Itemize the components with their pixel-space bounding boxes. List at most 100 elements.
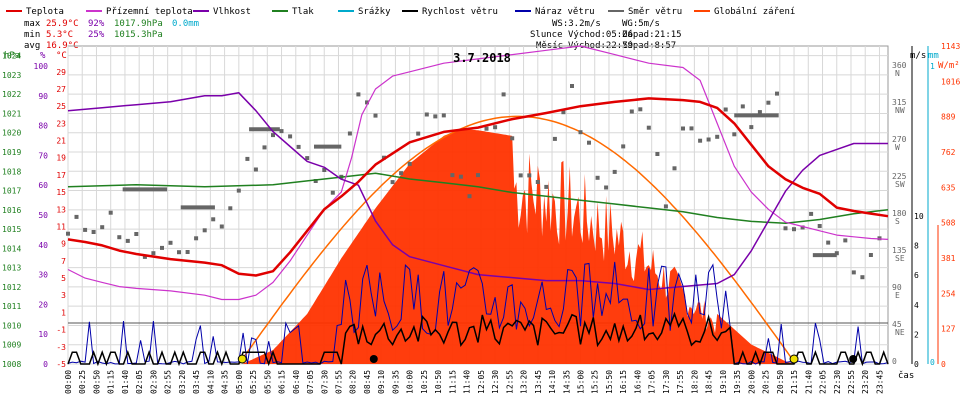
- stat-min-hum: 25%: [88, 30, 105, 40]
- wind-direction-point: [493, 125, 498, 130]
- radiation-tick-label: 508: [941, 219, 956, 228]
- x-tick-label: 09:10: [377, 370, 386, 394]
- wind-direction-point: [655, 152, 660, 156]
- x-tick-label: 19:10: [719, 370, 728, 394]
- pressure-tick-label: 1017: [2, 187, 21, 196]
- x-tick-label: 08:45: [363, 370, 372, 394]
- temperature-tick-label: -1: [56, 326, 66, 335]
- wind-dir-tick-label: 225: [892, 172, 907, 181]
- pressure-tick-label: 1015: [2, 225, 21, 234]
- wind-direction-point: [621, 144, 626, 149]
- pressure-tick-label: 1014: [2, 244, 21, 253]
- radiation-tick-label: 127: [941, 325, 956, 334]
- wind-direction-point: [843, 238, 848, 243]
- wind-direction-point: [484, 126, 489, 131]
- moonrise-marker: [849, 355, 858, 363]
- wind-direction-point: [117, 235, 122, 240]
- legend-label: Tlak: [292, 7, 314, 17]
- stat-max-press: 1017.9hPa: [114, 19, 163, 29]
- temperature-tick-label: -3: [56, 343, 66, 352]
- axis-unit-pct: %: [40, 51, 46, 61]
- x-tick-label: 09:35: [391, 370, 400, 394]
- wind-direction-point: [467, 194, 472, 199]
- pressure-tick-label: 1023: [2, 71, 21, 80]
- wind-direction-point: [66, 231, 70, 236]
- chart-date: 3.7.2018: [453, 51, 511, 65]
- temperature-tick-label: 9: [61, 240, 66, 249]
- moonset-marker: [369, 355, 378, 363]
- wind-direction-point: [390, 180, 395, 185]
- wind-direction-point: [151, 251, 156, 256]
- wind-direction-point: [783, 226, 788, 231]
- wind-direction-point: [535, 180, 540, 184]
- temperature-tick-label: 29: [56, 68, 66, 77]
- wind-direction-point: [424, 112, 429, 117]
- x-tick-label: 08:20: [349, 370, 358, 394]
- x-tick-label: 20:00: [747, 370, 756, 394]
- wind-direction-point: [228, 206, 233, 211]
- pressure-tick-label: 1018: [2, 167, 21, 176]
- wind-direction-point: [279, 129, 284, 134]
- x-tick-label: 16:15: [619, 370, 628, 394]
- x-tick-label: 17:30: [662, 370, 671, 394]
- wind-direction-point: [792, 227, 796, 232]
- wind-direction-point: [646, 125, 651, 130]
- legend-label: Přízemní teplota: [106, 7, 193, 17]
- wind-direction-point: [245, 156, 250, 161]
- pressure-tick-label: 1012: [2, 283, 21, 292]
- pressure-tick-label: 1021: [2, 109, 21, 118]
- x-tick-label: 18:45: [705, 370, 714, 394]
- x-tick-label: 11:40: [463, 370, 472, 394]
- pressure-tick-label: 1022: [2, 90, 21, 99]
- x-tick-label: 01:15: [107, 370, 116, 394]
- wind-direction-point: [578, 130, 583, 135]
- axis-unit-degc: °C: [56, 51, 67, 61]
- wind-dir-tick-label: 360: [892, 61, 907, 70]
- wind-direction-point: [271, 133, 275, 138]
- x-tick-label: 05:00: [235, 370, 244, 394]
- wind-direction-point: [595, 175, 600, 180]
- temperature-tick-label: 11: [56, 222, 66, 231]
- wind-direction-point: [510, 136, 515, 141]
- wind-dir-compass-label: SE: [895, 254, 905, 263]
- axis-unit-hpa: hPa: [4, 51, 20, 61]
- stat-avg-label: avg: [24, 41, 40, 51]
- wind-direction-point: [877, 236, 882, 241]
- x-tick-label: 10:00: [406, 370, 415, 394]
- grid: 00:00 00:25 00:50 01:15 01:40 02:05 02:30 02:55…: [64, 45, 889, 394]
- x-tick-label: 21:15: [790, 370, 799, 394]
- wind-tick-label: 10: [914, 212, 924, 221]
- x-tick-label: 04:35: [221, 370, 230, 394]
- legend-label: Vlhkost: [213, 7, 251, 17]
- wind-direction-point: [775, 91, 779, 96]
- wind-direction-point: [441, 113, 446, 118]
- radiation-tick-label: 381: [941, 254, 956, 263]
- wind-dir-tick-label: 180: [892, 209, 907, 218]
- wind-tick-label: 2: [914, 330, 919, 339]
- stat-max-label: max: [24, 19, 41, 29]
- legend-label: Směr větru: [628, 7, 682, 17]
- humidity-line: [67, 92, 888, 291]
- x-tick-label: 23:20: [861, 370, 870, 394]
- wind-direction-point: [868, 253, 873, 257]
- wind-direction-point: [347, 131, 352, 136]
- wind-dir-compass-label: S: [895, 217, 900, 226]
- x-tick-label: 13:20: [520, 370, 529, 394]
- x-tick-label: 03:20: [178, 370, 187, 394]
- x-tick-label: 14:10: [548, 370, 557, 394]
- stat-wind: WS:3.2m/s: [552, 19, 601, 29]
- wind-series: [67, 261, 889, 367]
- wind-direction-point: [194, 236, 199, 241]
- stat-max-temp: 25.9°C: [46, 19, 79, 29]
- wind-direction-point: [322, 168, 327, 172]
- wind-direction-point: [552, 136, 557, 141]
- pressure-tick-label: 1016: [2, 206, 21, 215]
- wind-dir-tick-label: 0: [892, 357, 897, 366]
- rain-tick-label: 0: [930, 358, 935, 367]
- wind-direction-point: [723, 107, 728, 112]
- wind-direction-point: [100, 225, 105, 230]
- x-tick-label: 05:50: [263, 370, 272, 394]
- wind-direction-point: [142, 254, 147, 259]
- ground-temperature-line: [67, 45, 889, 301]
- temperature-tick-label: 15: [56, 188, 66, 197]
